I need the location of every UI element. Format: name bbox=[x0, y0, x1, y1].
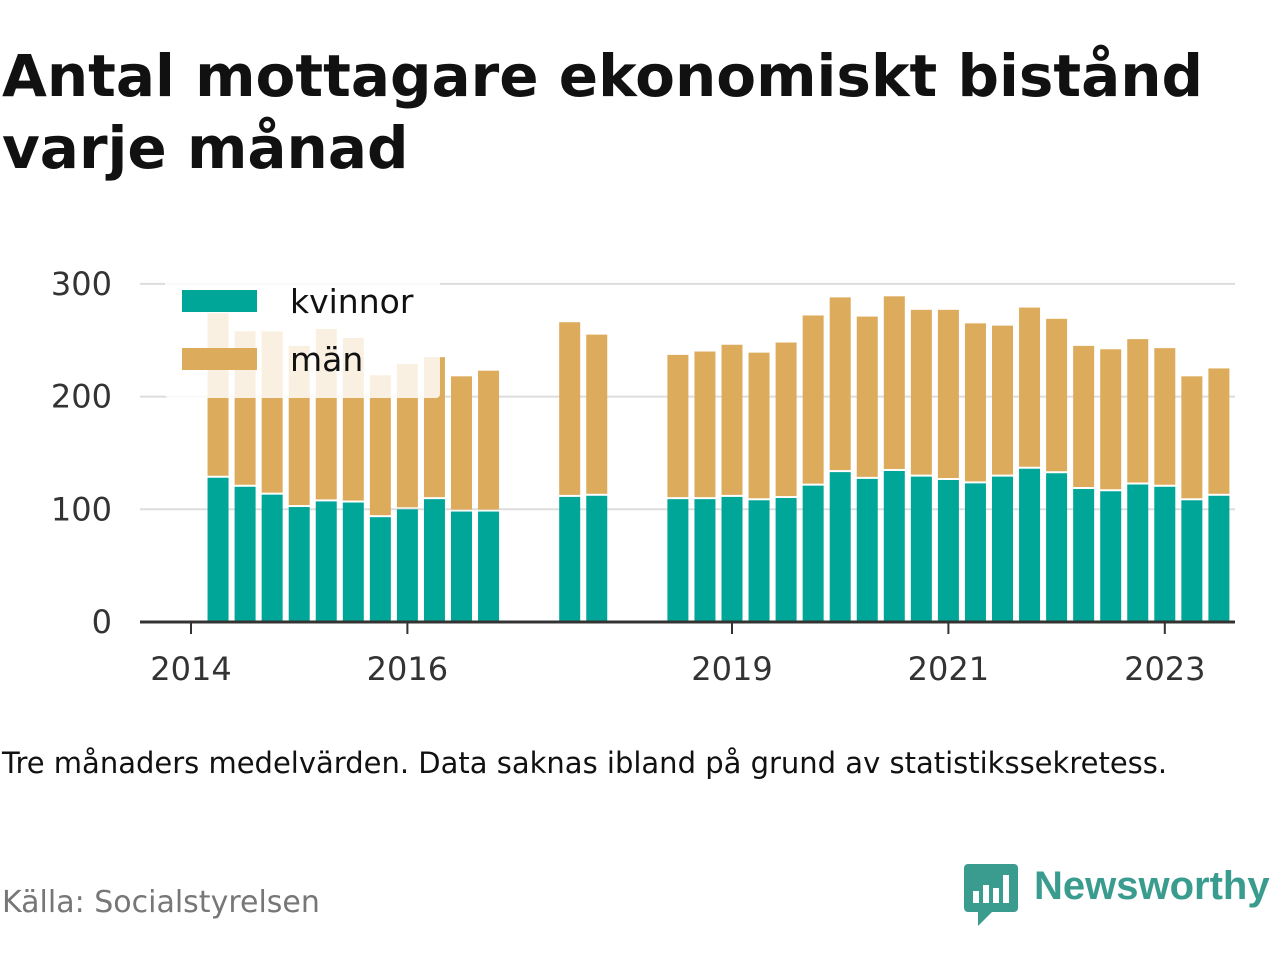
bar-kvinnor bbox=[234, 486, 256, 622]
bar-man bbox=[559, 322, 581, 495]
bar-man bbox=[964, 323, 986, 482]
bar-man bbox=[775, 342, 797, 497]
bar-kvinnor bbox=[748, 500, 770, 622]
bar-kvinnor bbox=[910, 476, 932, 622]
bar-kvinnor bbox=[559, 496, 581, 622]
bar-man bbox=[396, 363, 418, 508]
bar-kvinnor bbox=[478, 511, 500, 622]
stacked-bar-chart: 0 100 200 300 2014 2016 2019 2021 2023 kvinnor mä… bbox=[51, 265, 1235, 688]
bar-kvinnor bbox=[1019, 468, 1041, 622]
bar-man bbox=[1181, 376, 1203, 499]
bar-man bbox=[748, 352, 770, 499]
bar-man bbox=[451, 376, 472, 510]
bar-kvinnor bbox=[1046, 473, 1068, 622]
chart-title: Antal mottagare ekonomiskt bistånd varje… bbox=[2, 42, 1204, 182]
x-tick-label: 2019 bbox=[691, 650, 772, 688]
y-tick-label: 0 bbox=[92, 603, 112, 641]
brand-name: Newsworthy bbox=[1034, 864, 1270, 908]
source-text: Källa: Socialstyrelsen bbox=[2, 885, 320, 920]
x-tick-label: 2014 bbox=[150, 650, 231, 688]
bar-kvinnor bbox=[586, 495, 608, 622]
bar-man bbox=[1154, 348, 1176, 485]
bar-man bbox=[1208, 368, 1230, 494]
bar-man bbox=[883, 296, 905, 469]
y-tick-label: 300 bbox=[51, 265, 112, 303]
bar-kvinnor bbox=[451, 511, 472, 622]
x-tick-label: 2023 bbox=[1124, 650, 1205, 688]
bar-man bbox=[802, 315, 824, 484]
legend-label: kvinnor bbox=[290, 282, 414, 321]
bar-man bbox=[694, 351, 716, 498]
y-tick-label: 100 bbox=[51, 490, 112, 528]
bar-man bbox=[937, 309, 959, 478]
bar-kvinnor bbox=[261, 494, 283, 622]
bar-kvinnor bbox=[288, 507, 310, 622]
bar-kvinnor bbox=[829, 472, 851, 622]
bar-kvinnor bbox=[992, 476, 1013, 622]
bar-kvinnor bbox=[315, 501, 337, 622]
bar-kvinnor bbox=[856, 478, 878, 622]
bar-man bbox=[1046, 318, 1068, 472]
bar-kvinnor bbox=[937, 479, 959, 622]
bar-kvinnor bbox=[694, 499, 716, 622]
bar-man bbox=[1100, 349, 1122, 490]
legend-label: män bbox=[290, 340, 363, 379]
bar-man bbox=[910, 309, 932, 475]
bar-man bbox=[1073, 345, 1095, 488]
bar-man bbox=[586, 334, 608, 494]
bar-kvinnor bbox=[883, 470, 905, 622]
y-tick-label: 200 bbox=[51, 378, 112, 416]
legend-swatch bbox=[182, 290, 257, 312]
axes: 0 100 200 300 2014 2016 2019 2021 2023 bbox=[51, 265, 1235, 688]
legend-swatch bbox=[182, 348, 257, 370]
bar-man bbox=[992, 325, 1013, 475]
bar-man bbox=[856, 316, 878, 477]
bar-kvinnor bbox=[342, 502, 364, 622]
bar-man bbox=[1019, 307, 1041, 467]
bar-kvinnor bbox=[207, 477, 229, 622]
chart-note: Tre månaders medelvärden. Data saknas ib… bbox=[2, 746, 1168, 780]
bar-man bbox=[721, 344, 743, 495]
bar-man bbox=[1127, 339, 1149, 483]
x-tick-label: 2021 bbox=[908, 650, 989, 688]
bar-kvinnor bbox=[369, 517, 391, 622]
bar-kvinnor bbox=[1181, 500, 1203, 622]
bar-kvinnor bbox=[1154, 486, 1176, 622]
bar-kvinnor bbox=[1073, 489, 1095, 622]
bar-kvinnor bbox=[667, 499, 689, 622]
bar-man bbox=[667, 354, 689, 498]
bar-kvinnor bbox=[1100, 491, 1122, 622]
bar-kvinnor bbox=[1208, 495, 1230, 622]
bar-kvinnor bbox=[802, 485, 824, 622]
newsworthy-logo-icon bbox=[964, 864, 1018, 926]
bar-man bbox=[829, 297, 851, 471]
bar-kvinnor bbox=[423, 499, 445, 622]
bar-man bbox=[369, 375, 391, 516]
x-tick-label: 2016 bbox=[367, 650, 448, 688]
bar-kvinnor bbox=[721, 496, 743, 622]
bar-kvinnor bbox=[396, 509, 418, 622]
bar-kvinnor bbox=[775, 498, 797, 622]
bar-kvinnor bbox=[964, 483, 986, 622]
legend: kvinnor män bbox=[165, 268, 440, 398]
bar-kvinnor bbox=[1127, 484, 1149, 622]
bar-man bbox=[478, 370, 500, 510]
